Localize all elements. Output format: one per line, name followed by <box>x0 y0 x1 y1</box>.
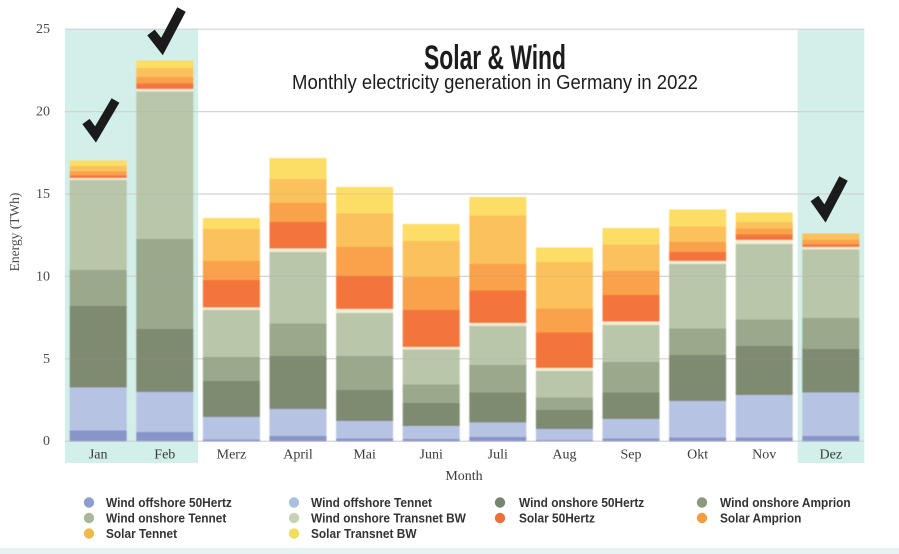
svg-text:Wind onshore Tennet: Wind onshore Tennet <box>106 511 226 525</box>
svg-text:Nov: Nov <box>752 448 776 463</box>
svg-text:Monthly electricity generation: Monthly electricity generation in German… <box>292 72 698 94</box>
svg-text:5: 5 <box>43 352 50 367</box>
svg-text:Solar Amprion: Solar Amprion <box>720 511 801 525</box>
svg-text:Wind onshore 50Hertz: Wind onshore 50Hertz <box>519 496 644 510</box>
svg-text:Dez: Dez <box>820 448 843 463</box>
svg-text:Wind onshore Amprion: Wind onshore Amprion <box>720 496 851 510</box>
svg-text:Wind onshore Transnet BW: Wind onshore Transnet BW <box>311 511 466 525</box>
svg-text:25: 25 <box>36 22 50 37</box>
svg-text:Mai: Mai <box>353 448 376 463</box>
svg-text:April: April <box>283 448 313 463</box>
svg-text:Sep: Sep <box>621 448 642 463</box>
svg-text:Wind offshore 50Hertz: Wind offshore 50Hertz <box>106 496 232 510</box>
svg-text:Juni: Juni <box>420 448 443 463</box>
svg-text:Wind offshore Tennet: Wind offshore Tennet <box>311 496 432 510</box>
svg-text:Solar 50Hertz: Solar 50Hertz <box>519 511 595 525</box>
svg-text:Jan: Jan <box>89 448 108 463</box>
svg-text:Solar Tennet: Solar Tennet <box>106 527 177 541</box>
svg-text:Energy (TWh): Energy (TWh) <box>7 193 22 272</box>
svg-text:Juli: Juli <box>488 448 508 463</box>
svg-text:Okt: Okt <box>687 448 708 463</box>
svg-text:Merz: Merz <box>217 448 247 463</box>
svg-text:0: 0 <box>43 434 50 449</box>
svg-text:Solar Transnet BW: Solar Transnet BW <box>311 527 417 541</box>
svg-text:20: 20 <box>36 105 50 120</box>
svg-text:Feb: Feb <box>154 448 175 463</box>
svg-text:Solar & Wind: Solar & Wind <box>424 40 566 78</box>
svg-text:Aug: Aug <box>552 448 576 463</box>
svg-text:10: 10 <box>36 269 50 284</box>
svg-text:15: 15 <box>36 187 50 202</box>
svg-text:Month: Month <box>445 469 482 484</box>
